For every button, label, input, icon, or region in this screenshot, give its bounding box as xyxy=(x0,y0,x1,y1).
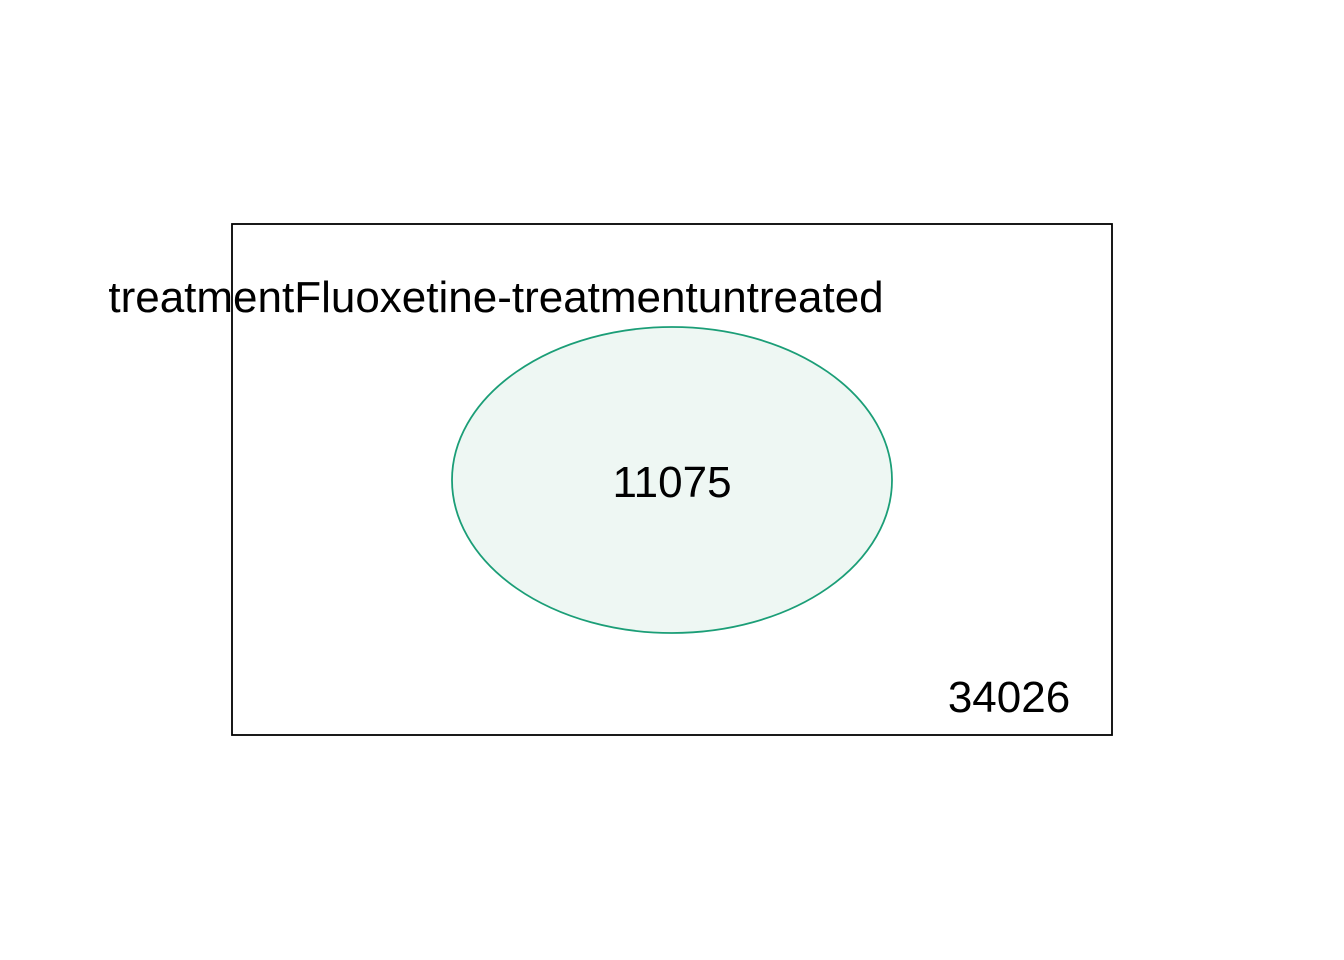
outside-count: 34026 xyxy=(948,673,1070,722)
set-ellipse xyxy=(452,327,892,633)
set-count: 11075 xyxy=(612,458,731,507)
set-label: treatmentFluoxetine-treatmentuntreated xyxy=(108,273,883,322)
set-ellipse-outline xyxy=(451,326,893,634)
universe-box xyxy=(231,223,1113,736)
